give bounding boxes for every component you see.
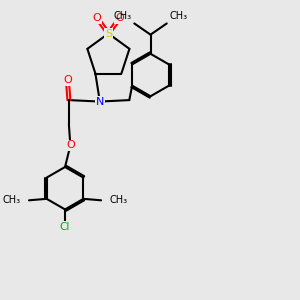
Text: CH₃: CH₃ bbox=[170, 11, 188, 20]
Text: O: O bbox=[63, 75, 72, 85]
Text: CH₃: CH₃ bbox=[3, 195, 21, 205]
Text: N: N bbox=[96, 97, 104, 106]
Text: O: O bbox=[66, 140, 75, 151]
Text: Cl: Cl bbox=[60, 222, 70, 232]
Text: O: O bbox=[93, 13, 102, 23]
Text: CH₃: CH₃ bbox=[110, 195, 128, 205]
Text: CH₃: CH₃ bbox=[113, 11, 131, 20]
Text: O: O bbox=[115, 13, 124, 23]
Text: S: S bbox=[105, 28, 112, 39]
